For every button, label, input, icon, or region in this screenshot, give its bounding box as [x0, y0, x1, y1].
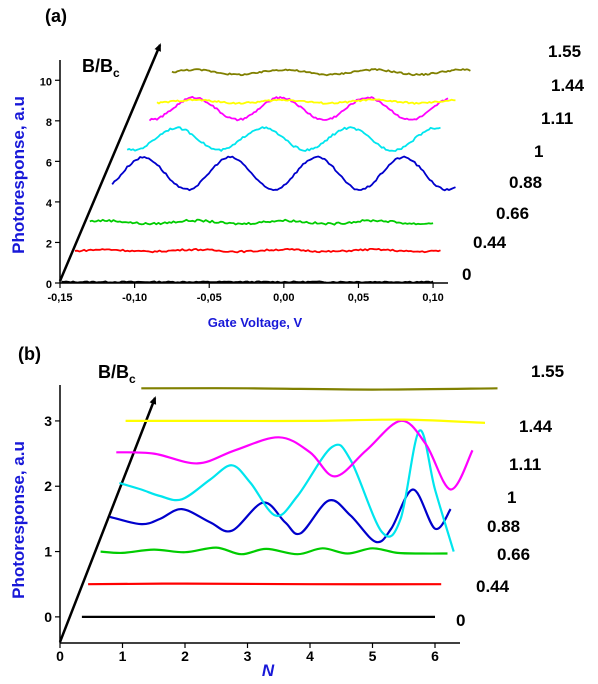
panel-b-series-label-0: 0	[456, 611, 465, 630]
panel-b-label: (b)	[18, 344, 41, 364]
panel-a-series-label-1: 1	[534, 142, 543, 161]
panel-a-series	[61, 68, 471, 284]
panel-a-x-tick-label: -0,05	[197, 292, 222, 304]
panel-b-series-label-1: 1	[507, 488, 516, 507]
panel-a-field-arrow	[58, 43, 162, 282]
panel-b-x-tick-label: 2	[181, 648, 189, 664]
panel-a-x-tick-label: 0,05	[348, 292, 369, 304]
panel-b-y-tick-label: 1	[44, 544, 52, 560]
panel-b-x-tick-label: 4	[306, 648, 314, 664]
panel-b-series-label-0-66: 0.66	[497, 545, 530, 564]
panel-a-y-tick-label: 10	[40, 76, 52, 88]
panel-a-y-tick-label: 0	[46, 279, 52, 291]
panel-b-y-tick-label: 3	[44, 413, 52, 429]
panel-a-series-label-0-88: 0.88	[509, 173, 542, 192]
panel-a-series-line-0-66	[89, 218, 434, 226]
panel-a-series-label-1-11: 1.11	[541, 109, 573, 128]
panel-b-x-axis-title: N	[262, 661, 275, 680]
panel-a-series-line-1	[126, 126, 441, 152]
panel-a-y-axis-title: Photoresponse, a.u	[9, 96, 28, 254]
panel-a-series-line-0	[61, 280, 434, 284]
panel-a-label: (a)	[45, 6, 67, 26]
panel-b-series	[81, 387, 498, 619]
panel-b-series-line-1-11	[116, 419, 474, 491]
panel-a-series-line-1-44	[156, 98, 456, 105]
panel-a-x-tick-label: -0,10	[122, 292, 147, 304]
panel-b-x-ticks: 0 1 2 3 4 5 6	[56, 643, 439, 664]
panel-b-x-tick-label: 1	[119, 648, 127, 664]
panel-a-x-axis-title: Gate Voltage, V	[208, 315, 303, 330]
panel-a-series-line-0-88	[111, 155, 456, 192]
panel-a-x-tick-label: -0,15	[47, 292, 72, 304]
panel-b: (b) 0 1 2 3 0 1 2 3 4 5 6 B/Bc Photoresponse, a.u…	[9, 344, 564, 680]
panel-a-y-tick-label: 8	[46, 117, 52, 129]
panel-b-stack-label: B/Bc	[98, 362, 136, 386]
panel-b-y-axis-title: Photoresponse, a.u	[9, 441, 28, 599]
panel-a-series-label-0: 0	[462, 265, 471, 284]
panel-b-series-line-0-66	[100, 546, 448, 556]
panel-a-series-label-0-44: 0.44	[473, 233, 507, 252]
panel-a-y-tick-label: 2	[46, 238, 52, 250]
panel-b-series-label-1-44: 1.44	[519, 417, 553, 436]
panel-b-series-labels: 0 0.44 0.66 0.88 1 1.11 1.44 1.55	[456, 362, 564, 630]
panel-b-series-label-1-11: 1.11	[509, 455, 541, 474]
panel-a-y-ticks: 0 2 4 6 8 10	[40, 76, 60, 291]
panel-a-series-line-0-44	[74, 247, 441, 254]
panel-a-series-line-1-11	[148, 95, 449, 122]
panel-b-series-line-1-55	[141, 387, 498, 391]
panel-b-series-line-1-44	[125, 418, 486, 424]
panel-a-y-tick-label: 6	[46, 157, 52, 169]
panel-a-series-label-1-44: 1.44	[551, 76, 585, 95]
panel-b-x-tick-label: 6	[431, 648, 439, 664]
panel-a-series-line-1-55	[171, 68, 471, 77]
panel-b-y-ticks: 0 1 2 3	[44, 413, 60, 625]
panel-a-series-labels: 00.44 0.66 0.88 1 1.11 1.44 1.55	[462, 42, 585, 284]
panel-a-x-ticks: -0,15 -0,10 -0,05 0,00 0,05 0,10	[47, 283, 444, 304]
panel-a-series-label-1-55: 1.55	[548, 42, 581, 61]
panel-b-x-tick-label: 3	[244, 648, 252, 664]
panel-b-x-tick-label: 5	[369, 648, 377, 664]
panel-b-series-line-0-88	[109, 488, 452, 544]
panel-b-field-arrow	[58, 396, 157, 643]
panel-a-y-tick-label: 4	[46, 198, 53, 210]
panel-a-x-tick-label: 0,00	[273, 292, 294, 304]
panel-b-series-label-0-44: 0.44	[476, 577, 510, 596]
panel-b-series-label-1-55: 1.55	[531, 362, 564, 381]
panel-a-x-tick-label: 0,10	[422, 292, 443, 304]
panel-b-series-line-1	[119, 429, 455, 552]
panel-b-y-tick-label: 0	[44, 609, 52, 625]
panel-b-series-label-0-88: 0.88	[487, 517, 520, 536]
panel-b-y-tick-label: 2	[44, 478, 52, 494]
panel-a-series-label-0-66: 0.66	[496, 204, 529, 223]
panel-b-x-tick-label: 0	[56, 648, 64, 664]
panel-a-stack-label: B/Bc	[82, 56, 120, 80]
panel-b-series-line-0-44	[88, 582, 442, 586]
